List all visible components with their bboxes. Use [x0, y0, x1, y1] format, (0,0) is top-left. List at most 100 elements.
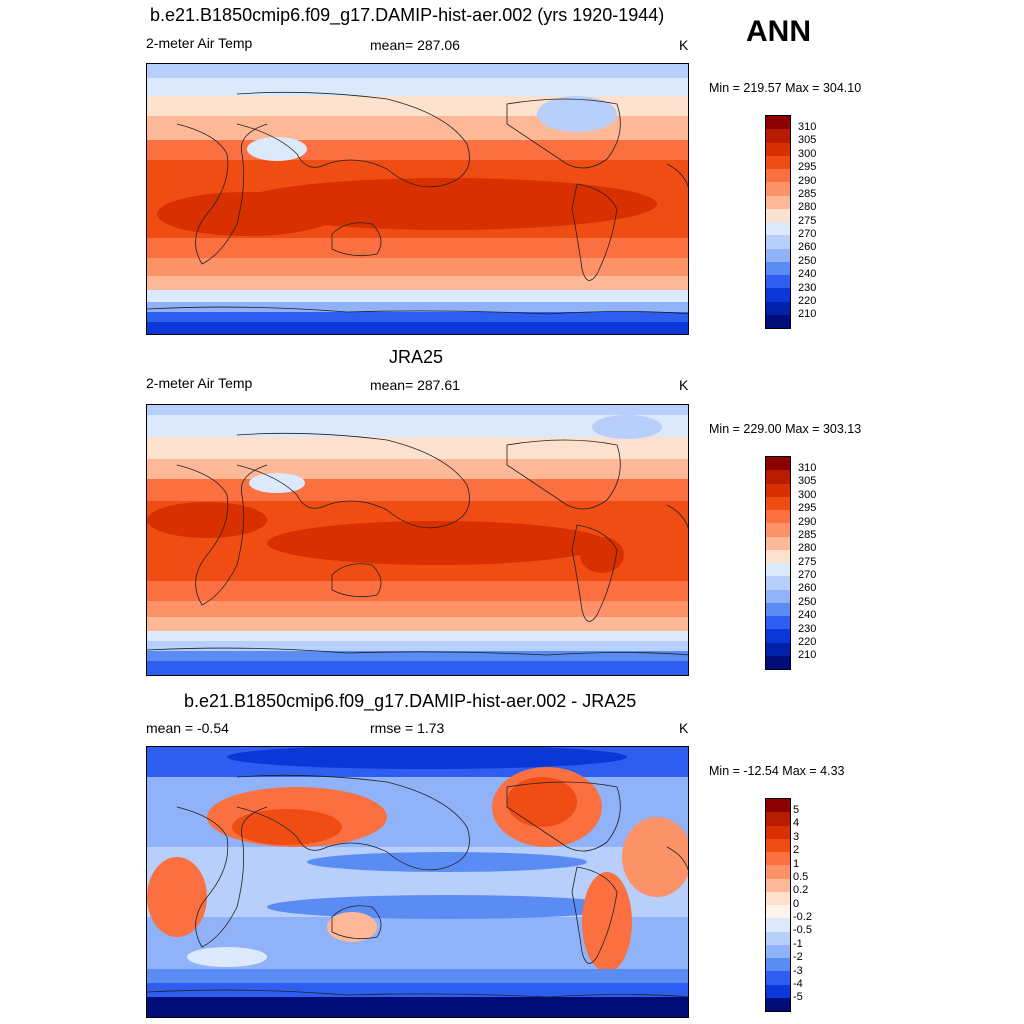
panel1-colorbar	[765, 115, 791, 329]
colorbar-swatch	[766, 536, 790, 550]
colorbar-tick-label: 250	[798, 254, 817, 267]
colorbar-swatch	[766, 182, 790, 196]
colorbar-swatch	[766, 616, 790, 630]
panel2-units-label: K	[679, 377, 689, 393]
colorbar-tick-label: -2	[793, 951, 803, 964]
panel3-minmax: Min = -12.54 Max = 4.33	[709, 764, 845, 778]
colorbar-tick-label: 310	[798, 121, 817, 133]
colorbar-tick-label: -0.2	[793, 911, 812, 923]
panel3-units-label: K	[679, 720, 689, 736]
panel2-mean-label: mean= 287.61	[370, 377, 460, 393]
season-label: ANN	[746, 15, 811, 48]
colorbar-swatch	[766, 314, 790, 328]
colorbar-tick-label: 0	[793, 897, 800, 910]
colorbar-tick-label: 260	[798, 582, 817, 595]
colorbar-tick-label: 285	[798, 187, 817, 200]
colorbar-tick-label: 270	[798, 569, 817, 581]
colorbar-swatch	[766, 301, 790, 315]
colorbar-tick-label: 300	[798, 147, 817, 160]
panel1-map	[146, 63, 689, 335]
colorbar-swatch	[766, 865, 790, 879]
colorbar-swatch	[766, 510, 790, 524]
panel1-title: b.e21.B1850cmip6.f09_g17.DAMIP-hist-aer.…	[150, 5, 665, 25]
panel2-minmax: Min = 229.00 Max = 303.13	[709, 422, 862, 436]
colorbar-tick-label: 290	[798, 515, 817, 528]
panel1-minmax: Min = 219.57 Max = 304.10	[709, 81, 862, 95]
colorbar-tick-label: 4	[793, 817, 800, 830]
panel2-colorbar	[765, 456, 791, 670]
colorbar-swatch	[766, 275, 790, 289]
colorbar-tick-label: 3	[793, 830, 800, 843]
colorbar-swatch	[766, 288, 790, 302]
colorbar-tick-label: 280	[798, 201, 817, 214]
colorbar-swatch	[766, 984, 790, 998]
colorbar-tick-label: 220	[798, 635, 817, 648]
panel3-colorbar	[765, 798, 791, 1012]
colorbar-swatch	[766, 589, 790, 603]
colorbar-tick-label: 2	[793, 844, 800, 857]
colorbar-tick-label: 220	[798, 294, 817, 307]
colorbar-swatch	[766, 155, 790, 169]
colorbar-tick-label: 1	[793, 857, 800, 870]
colorbar-swatch	[766, 918, 790, 932]
panel2-variable-label: 2-meter Air Temp	[146, 375, 253, 391]
colorbar-swatch	[766, 222, 790, 236]
colorbar-tick-label: 300	[798, 488, 817, 501]
colorbar-swatch	[766, 142, 790, 156]
colorbar-swatch	[766, 931, 790, 945]
colorbar-tick-label: -4	[793, 977, 803, 990]
colorbar-tick-label: -1	[793, 937, 803, 950]
panel1-variable-label: 2-meter Air Temp	[146, 35, 253, 51]
colorbar-tick-label: 290	[798, 174, 817, 187]
panel2-map	[146, 404, 689, 676]
colorbar-tick-label: 5	[793, 804, 800, 816]
colorbar-tick-label: 260	[798, 241, 817, 254]
colorbar-tick-label: 275	[798, 214, 817, 227]
colorbar-tick-label: 310	[798, 462, 817, 474]
colorbar-swatch	[766, 248, 790, 262]
colorbar-swatch	[766, 958, 790, 972]
colorbar-tick-label: 280	[798, 542, 817, 555]
colorbar-swatch	[766, 852, 790, 866]
colorbar-tick-label: 295	[798, 161, 817, 174]
colorbar-swatch	[766, 944, 790, 958]
colorbar-swatch	[766, 891, 790, 905]
colorbar-swatch	[766, 523, 790, 537]
colorbar-swatch	[766, 457, 790, 471]
panel2-title: JRA25	[389, 347, 444, 367]
panel3-mean-label: mean = -0.54	[146, 720, 229, 736]
colorbar-swatch	[766, 576, 790, 590]
colorbar-tick-label: 210	[798, 649, 817, 662]
colorbar-swatch	[766, 838, 790, 852]
panel3-map	[146, 746, 689, 1018]
colorbar-swatch	[766, 825, 790, 839]
colorbar-swatch	[766, 169, 790, 183]
colorbar-swatch	[766, 602, 790, 616]
colorbar-swatch	[766, 563, 790, 577]
colorbar-tick-label: 250	[798, 595, 817, 608]
colorbar-swatch	[766, 799, 790, 813]
panel1-units-label: K	[679, 37, 689, 53]
colorbar-swatch	[766, 812, 790, 826]
colorbar-tick-label: 0.2	[793, 884, 809, 897]
colorbar-tick-label: 295	[798, 502, 817, 515]
colorbar-tick-label: -0.5	[793, 924, 812, 937]
colorbar-tick-label: 285	[798, 528, 817, 541]
colorbar-swatch	[766, 971, 790, 985]
panel3-rmse-label: rmse = 1.73	[370, 720, 445, 736]
colorbar-swatch	[766, 878, 790, 892]
colorbar-tick-label: 270	[798, 228, 817, 240]
colorbar-swatch	[766, 116, 790, 130]
colorbar-swatch	[766, 235, 790, 249]
colorbar-tick-label: 0.5	[793, 870, 809, 883]
colorbar-swatch	[766, 129, 790, 143]
colorbar-swatch	[766, 208, 790, 222]
colorbar-swatch	[766, 655, 790, 669]
colorbar-swatch	[766, 905, 790, 919]
colorbar-swatch	[766, 997, 790, 1011]
colorbar-swatch	[766, 496, 790, 510]
colorbar-tick-label: 305	[798, 475, 817, 488]
colorbar-swatch	[766, 261, 790, 275]
colorbar-swatch	[766, 629, 790, 643]
panel3-title: b.e21.B1850cmip6.f09_g17.DAMIP-hist-aer.…	[184, 691, 637, 711]
